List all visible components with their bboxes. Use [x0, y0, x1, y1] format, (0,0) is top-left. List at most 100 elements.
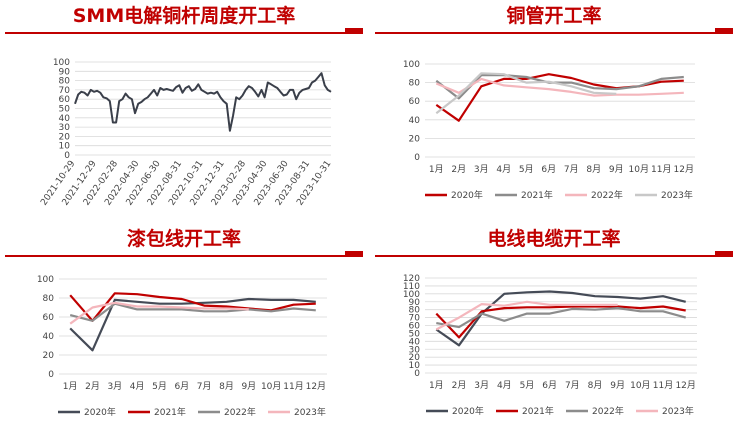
- series-line: [435, 72, 617, 115]
- series-line: [74, 72, 332, 132]
- legend-label: 2023年: [294, 406, 326, 418]
- x-tick-label: 9月: [609, 164, 624, 175]
- title-rule: [375, 28, 733, 34]
- chart-tube: 0 20 40 60 80 100 1月 2月 3月 4月 5月 6月 7月 8月 9月 10月 11月 12月 2…: [403, 60, 695, 201]
- y-tick-label: 60: [43, 313, 55, 323]
- x-tick-label: 6月: [542, 380, 557, 391]
- y-tick-label: 70: [409, 314, 421, 324]
- y-tick-label: 0: [414, 369, 420, 379]
- y-tick-label: 0: [48, 370, 54, 380]
- y-tick-label: 80: [43, 294, 55, 304]
- y-tick-label: 20: [59, 132, 71, 142]
- x-tick-label: 3月: [107, 381, 122, 392]
- series-line: [69, 302, 316, 322]
- series-line: [69, 292, 316, 322]
- legend-item: 2022年: [566, 405, 624, 417]
- x-tick-label: 7月: [564, 164, 579, 175]
- x-tick-label: 9月: [241, 381, 256, 392]
- y-tick-label: 110: [403, 282, 420, 292]
- legend-item: 2023年: [268, 406, 326, 418]
- legend-item: 2020年: [425, 189, 483, 201]
- title-rule: [5, 28, 363, 34]
- x-tick-label: 12月: [675, 380, 695, 391]
- legend-label: 2023年: [662, 405, 694, 417]
- y-tick-label: 0: [64, 151, 70, 161]
- x-tick-label: 8月: [219, 381, 234, 392]
- x-tick-label: 11月: [653, 380, 673, 391]
- x-tick-label: 4月: [496, 164, 511, 175]
- y-tick-label: 50: [409, 329, 421, 339]
- chart-title: SMM电解铜杆周度开工率: [72, 5, 296, 27]
- series-line: [435, 77, 684, 97]
- x-tick-label: 11月: [651, 164, 671, 175]
- x-tick-label: 7月: [197, 381, 212, 392]
- y-tick-label: 40: [409, 116, 421, 126]
- y-tick-label: 60: [409, 97, 421, 107]
- panel-enamel: 漆包线开工率 0 20 40 60 80 100 1月 2月 3月 4月 5月 6月 7月 8月 9月 10月…: [5, 223, 363, 423]
- x-tick-label: 2月: [451, 164, 466, 175]
- y-tick-label: 90: [59, 67, 71, 77]
- x-tick-label: 8月: [586, 164, 601, 175]
- y-tick-label: 60: [409, 322, 421, 332]
- panel-cable: 电线电缆开工率 0 10 20 30 40 50 60 70 80 90 100 110 120 1月 2月…: [375, 223, 733, 423]
- y-tick-label: 90: [409, 298, 421, 308]
- x-tick-label: 9月: [610, 380, 625, 391]
- y-tick-label: 100: [403, 60, 420, 70]
- y-tick-label: 10: [59, 142, 71, 152]
- legend-label: 2021年: [521, 189, 553, 201]
- y-tick-label: 80: [409, 306, 421, 316]
- y-tick-label: 80: [59, 77, 71, 87]
- series-line: [435, 290, 686, 347]
- title-rule: [5, 251, 363, 257]
- series-line: [69, 297, 316, 352]
- x-tick-label: 3月: [474, 380, 489, 391]
- y-tick-label: 120: [403, 274, 420, 284]
- y-tick-label: 40: [409, 337, 421, 347]
- legend-item: 2021年: [495, 189, 553, 201]
- chart-title: 漆包线开工率: [126, 228, 241, 250]
- x-tick-label: 5月: [152, 381, 167, 392]
- legend-item: 2020年: [426, 405, 484, 417]
- y-tick-label: 70: [59, 86, 71, 96]
- series-line: [436, 306, 686, 329]
- x-tick-label: 10月: [630, 380, 650, 391]
- x-tick-label: 2月: [452, 380, 467, 391]
- legend-item: 2022年: [198, 406, 256, 418]
- x-tick-label: 12月: [306, 381, 326, 392]
- chart-enamel: 0 20 40 60 80 100 1月 2月 3月 4月 5月 6月 7月 8月 9月 10月 11月 12月 2…: [37, 275, 327, 418]
- x-tick-label: 6月: [174, 381, 189, 392]
- panel-rod: SMM电解铜杆周度开工率 0 10 20 30 40 50 60 70 80 90 100 2021-…: [5, 0, 363, 215]
- series-line: [69, 301, 249, 325]
- x-tick-label: 10月: [629, 164, 649, 175]
- y-tick-label: 10: [409, 361, 421, 371]
- legend-label: 2022年: [591, 189, 623, 201]
- y-tick-label: 80: [409, 79, 421, 89]
- x-tick-label: 1月: [429, 380, 444, 391]
- y-tick-label: 50: [59, 105, 71, 115]
- y-tick-label: 20: [409, 134, 421, 144]
- legend-item: 2022年: [565, 189, 623, 201]
- y-tick-label: 20: [43, 351, 55, 361]
- legend-item: 2023年: [635, 189, 693, 201]
- series-line: [435, 300, 618, 331]
- legend-label: 2020年: [452, 405, 484, 417]
- legend-label: 2022年: [592, 405, 624, 417]
- x-tick-label: 1月: [429, 164, 444, 175]
- y-tick-label: 100: [403, 290, 420, 300]
- chart-title: 电线电缆开工率: [487, 228, 621, 250]
- legend-item: 2023年: [636, 405, 694, 417]
- x-tick-label: 4月: [130, 381, 145, 392]
- y-tick-label: 100: [37, 275, 54, 285]
- legend-label: 2021年: [522, 405, 554, 417]
- x-tick-label: 3月: [474, 164, 489, 175]
- chart-rod: 01020304050607080901002021-10-292021-12-…: [39, 58, 333, 208]
- x-tick-label: 1月: [63, 381, 78, 392]
- legend-label: 2021年: [154, 406, 186, 418]
- y-tick-label: 20: [409, 353, 421, 363]
- y-tick-label: 0: [414, 153, 420, 163]
- legend-label: 2023年: [661, 189, 693, 201]
- legend-item: 2020年: [58, 406, 116, 418]
- x-tick-label: 7月: [565, 380, 580, 391]
- x-tick-label: 10月: [261, 381, 281, 392]
